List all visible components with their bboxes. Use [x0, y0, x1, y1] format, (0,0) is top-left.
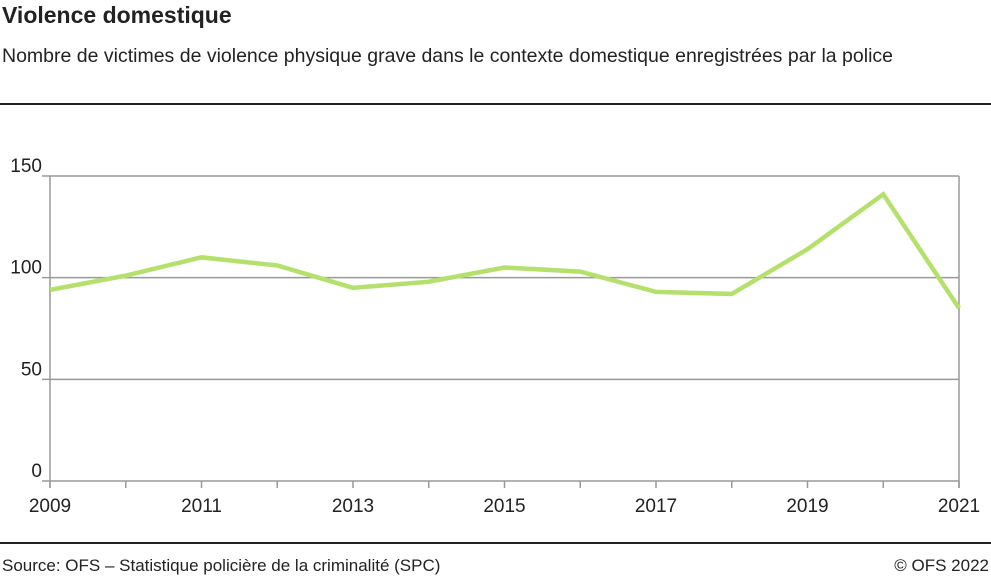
x-tick-label: 2021	[938, 496, 980, 517]
x-tick-label: 2017	[635, 496, 677, 517]
footer-divider	[0, 542, 991, 544]
source-note: Source: OFS – Statistique policière de l…	[2, 556, 441, 575]
x-tick-label: 2009	[29, 496, 71, 517]
x-tick-label: 2019	[786, 496, 828, 517]
y-tick-label: 50	[21, 359, 42, 380]
y-tick-label: 150	[10, 156, 42, 177]
y-tick-label: 0	[31, 461, 42, 482]
chart-title: Violence domestique	[2, 2, 232, 28]
x-tick-label: 2013	[332, 496, 374, 517]
chart-subtitle: Nombre de victimes de violence physique …	[2, 45, 893, 67]
header-divider	[0, 103, 991, 105]
series-line	[49, 191, 961, 310]
x-tick-label: 2015	[483, 496, 525, 517]
copyright: © OFS 2022	[894, 556, 989, 575]
y-tick-label: 100	[10, 258, 42, 279]
line-chart: 0 50 100 150 2009 2011 2013 2015 2017 2019 2021	[10, 156, 980, 517]
x-tick-label: 2011	[181, 496, 222, 517]
